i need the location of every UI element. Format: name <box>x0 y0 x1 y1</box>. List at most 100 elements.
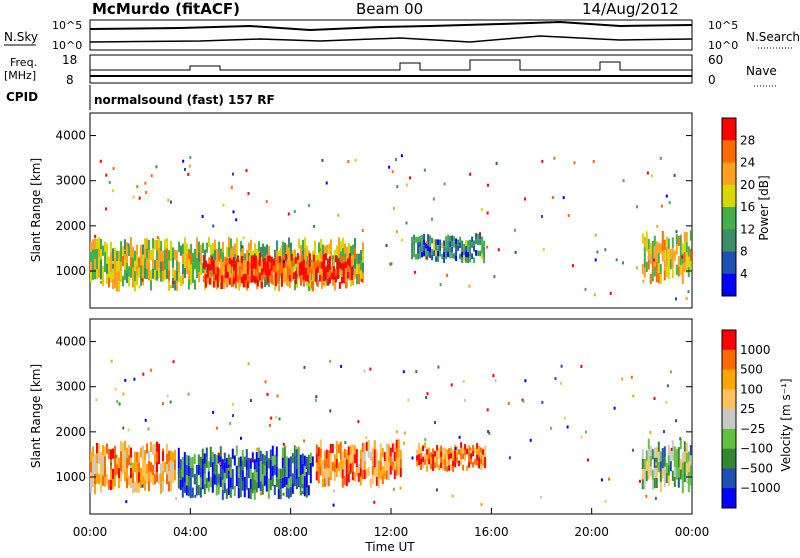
heatmap-cell <box>124 239 126 250</box>
heatmap-cell <box>657 262 660 274</box>
heatmap-cell <box>140 255 142 266</box>
heatmap-cell <box>261 453 264 465</box>
heatmap-cell <box>393 461 396 470</box>
heatmap-cell <box>451 252 454 258</box>
heatmap-cell <box>484 451 487 457</box>
heatmap-cell <box>264 261 267 269</box>
heatmap-cell <box>181 467 184 478</box>
heatmap-cell <box>220 275 223 283</box>
heatmap-cell <box>293 445 296 456</box>
heatmap-cell <box>112 448 114 459</box>
heatmap-cell <box>310 281 313 289</box>
heatmap-cell <box>268 262 271 269</box>
heatmap-cell <box>310 269 312 281</box>
heatmap-cell <box>180 276 182 287</box>
heatmap-cell <box>160 261 162 272</box>
scatter-point <box>403 441 405 445</box>
scatter-point <box>655 462 658 466</box>
scatter-point <box>524 379 527 383</box>
heatmap-cell <box>474 447 477 454</box>
heatmap-cell <box>221 489 224 500</box>
scatter-point <box>463 398 466 402</box>
heatmap-cell <box>278 262 281 270</box>
scatter-point <box>541 400 544 404</box>
scatter-point <box>405 183 408 187</box>
heatmap-cell <box>449 235 452 242</box>
heatmap-cell <box>432 459 435 466</box>
heatmap-cell <box>94 484 96 495</box>
colorbar-tick-label: −25 <box>740 422 765 436</box>
heatmap-cell <box>669 450 672 462</box>
scatter-point <box>580 435 583 439</box>
scatter-point <box>493 275 496 279</box>
heatmap-cell <box>655 251 658 262</box>
heatmap-cell <box>649 456 652 467</box>
heatmap-cell <box>354 268 356 279</box>
heatmap-cell <box>142 264 144 275</box>
heatmap-cell <box>246 261 249 268</box>
heatmap-cell <box>475 238 478 245</box>
scatter-point <box>403 431 406 435</box>
heatmap-cell <box>685 252 688 263</box>
heatmap-cell <box>118 250 120 262</box>
heatmap-cell <box>257 478 260 489</box>
heatmap-cell <box>655 467 658 478</box>
heatmap-cell <box>437 239 440 245</box>
heatmap-cell <box>329 443 332 453</box>
heatmap-cell <box>301 453 304 464</box>
heatmap-cell <box>148 250 150 261</box>
scatter-point <box>608 477 611 481</box>
heatmap-cell <box>203 453 206 464</box>
colorbar-tick-label: 1000 <box>740 343 771 357</box>
scatter-point <box>150 174 153 178</box>
heatmap-cell <box>254 262 257 270</box>
scatter-point <box>241 245 243 249</box>
heatmap-cell <box>226 246 228 257</box>
noise-panel <box>89 19 693 51</box>
scatter-point <box>613 406 616 410</box>
heatmap-cell <box>456 457 459 463</box>
heatmap-cell <box>363 461 366 470</box>
heatmap-cell <box>385 452 388 462</box>
x-tick-label: 12:00 <box>374 525 409 539</box>
heatmap-cell <box>438 464 441 471</box>
heatmap-cell <box>290 242 292 253</box>
heatmap-cell <box>255 472 258 483</box>
scatter-point <box>270 416 273 420</box>
heatmap-cell <box>355 449 358 459</box>
scatter-point <box>328 245 331 249</box>
scatter-point <box>560 364 563 368</box>
heatmap-cell <box>152 464 154 475</box>
scatter-point <box>553 156 556 160</box>
heatmap-cell <box>104 446 106 457</box>
heatmap-cell <box>238 279 241 287</box>
heatmap-cell <box>104 251 106 262</box>
heatmap-cell <box>443 246 446 252</box>
heatmap-cell <box>239 476 242 487</box>
heatmap-cell <box>438 447 441 454</box>
scatter-point <box>450 383 453 387</box>
scatter-point <box>308 283 311 287</box>
heatmap-cell <box>448 465 451 471</box>
colorbar-tick-label: 16 <box>740 200 755 214</box>
heatmap-cell <box>279 468 282 479</box>
colorbar-tick-label: −100 <box>740 442 773 456</box>
heatmap-cell <box>315 444 318 454</box>
scatter-point <box>133 377 136 381</box>
heatmap-cell <box>255 462 258 473</box>
heatmap-cell <box>216 280 219 288</box>
heatmap-cell <box>467 246 470 252</box>
heatmap-cell <box>94 248 96 259</box>
heatmap-cell <box>289 486 292 497</box>
heatmap-cell <box>653 245 656 257</box>
heatmap-cell <box>340 256 343 264</box>
heatmap-cell <box>421 234 424 241</box>
heatmap-cell <box>643 479 646 490</box>
heatmap-cell <box>689 261 692 272</box>
scatter-point <box>679 437 682 441</box>
heatmap-cell <box>679 265 682 276</box>
heatmap-cell <box>330 249 332 260</box>
heatmap-cell <box>276 276 279 284</box>
heatmap-cell <box>312 268 315 276</box>
heatmap-cell <box>211 462 214 473</box>
